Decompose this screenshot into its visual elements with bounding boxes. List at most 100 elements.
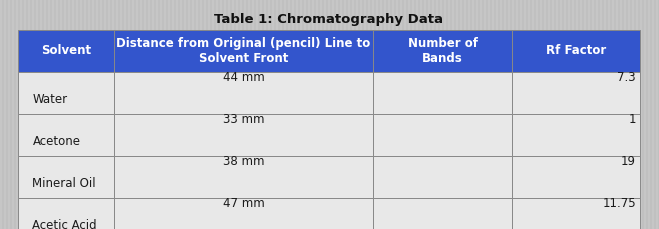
Bar: [396, 0, 398, 229]
Bar: [132, 0, 134, 229]
Bar: [332, 0, 334, 229]
Bar: [52, 0, 54, 229]
Bar: [115, 156, 372, 198]
Bar: [272, 0, 274, 229]
Text: Rf Factor: Rf Factor: [546, 44, 606, 57]
Bar: [156, 0, 158, 229]
Bar: [36, 0, 38, 229]
Bar: [540, 0, 542, 229]
Bar: [384, 0, 386, 229]
Bar: [100, 0, 102, 229]
Bar: [160, 0, 162, 229]
Bar: [624, 0, 626, 229]
Bar: [513, 30, 640, 72]
Bar: [352, 0, 354, 229]
Bar: [224, 0, 226, 229]
Bar: [392, 0, 394, 229]
Bar: [8, 0, 10, 229]
Bar: [112, 0, 114, 229]
Bar: [18, 198, 115, 229]
Bar: [76, 0, 78, 229]
Text: Number of
Bands: Number of Bands: [407, 37, 478, 65]
Bar: [208, 0, 210, 229]
Bar: [124, 0, 126, 229]
Bar: [528, 0, 530, 229]
Bar: [12, 0, 14, 229]
Bar: [604, 0, 606, 229]
Bar: [456, 0, 458, 229]
Bar: [172, 0, 174, 229]
Bar: [176, 0, 178, 229]
Bar: [552, 0, 554, 229]
Bar: [652, 0, 654, 229]
Bar: [520, 0, 522, 229]
Bar: [128, 0, 130, 229]
Bar: [24, 0, 26, 229]
Bar: [44, 0, 46, 229]
Bar: [568, 0, 570, 229]
Bar: [648, 0, 650, 229]
Bar: [484, 0, 486, 229]
Bar: [640, 0, 642, 229]
Bar: [140, 0, 142, 229]
Bar: [628, 0, 630, 229]
Bar: [18, 114, 115, 156]
Bar: [356, 0, 358, 229]
Bar: [328, 0, 330, 229]
Bar: [104, 0, 106, 229]
Text: Distance from Original (pencil) Line to
Solvent Front: Distance from Original (pencil) Line to …: [117, 37, 370, 65]
Bar: [276, 0, 278, 229]
Text: 7.3: 7.3: [617, 71, 636, 84]
Bar: [108, 0, 110, 229]
Text: 11.75: 11.75: [602, 197, 636, 210]
Bar: [560, 0, 562, 229]
Bar: [92, 0, 94, 229]
Text: Acetic Acid: Acetic Acid: [32, 219, 97, 229]
Bar: [18, 156, 115, 198]
Bar: [56, 0, 58, 229]
Bar: [372, 72, 513, 114]
Bar: [232, 0, 234, 229]
Bar: [500, 0, 502, 229]
Bar: [168, 0, 170, 229]
Bar: [80, 0, 82, 229]
Bar: [284, 0, 286, 229]
Bar: [240, 0, 242, 229]
Bar: [288, 0, 290, 229]
Bar: [504, 0, 506, 229]
Text: Table 1: Chromatography Data: Table 1: Chromatography Data: [214, 13, 444, 26]
Bar: [513, 114, 640, 156]
Bar: [248, 0, 250, 229]
Text: 33 mm: 33 mm: [223, 113, 264, 126]
Bar: [513, 72, 640, 114]
Bar: [264, 0, 266, 229]
Bar: [372, 0, 374, 229]
Bar: [532, 0, 534, 229]
Bar: [220, 0, 222, 229]
Bar: [636, 0, 638, 229]
Bar: [340, 0, 342, 229]
Bar: [656, 0, 658, 229]
Bar: [115, 30, 372, 72]
Bar: [440, 0, 442, 229]
Bar: [256, 0, 258, 229]
Bar: [192, 0, 194, 229]
Bar: [588, 0, 590, 229]
Bar: [612, 0, 614, 229]
Text: Acetone: Acetone: [32, 135, 80, 148]
Bar: [584, 0, 586, 229]
Bar: [368, 0, 370, 229]
Bar: [40, 0, 42, 229]
Bar: [420, 0, 422, 229]
Bar: [344, 0, 346, 229]
Bar: [380, 0, 382, 229]
Bar: [200, 0, 202, 229]
Bar: [372, 114, 513, 156]
Text: 19: 19: [621, 155, 636, 168]
Bar: [116, 0, 118, 229]
Bar: [400, 0, 402, 229]
Bar: [616, 0, 618, 229]
Bar: [404, 0, 406, 229]
Bar: [280, 0, 282, 229]
Bar: [580, 0, 582, 229]
